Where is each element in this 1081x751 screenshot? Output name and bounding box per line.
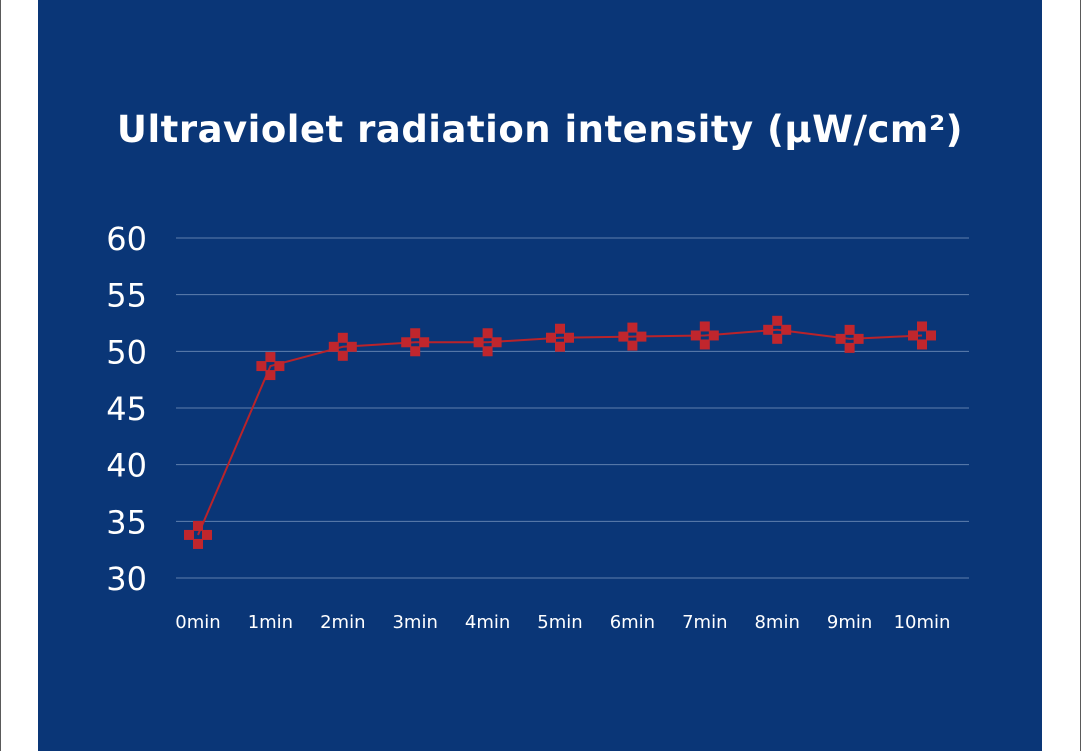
x-tick-label: 9min bbox=[827, 612, 872, 633]
x-tick-label: 3min bbox=[392, 612, 437, 633]
data-point-marker bbox=[835, 324, 864, 353]
chart-background-panel bbox=[38, 0, 1042, 751]
data-point-marker bbox=[328, 332, 357, 361]
x-tick-label: 4min bbox=[465, 612, 510, 633]
frame-left-border bbox=[0, 0, 1, 751]
x-tick-label: 1min bbox=[248, 612, 293, 633]
data-point-marker bbox=[618, 322, 647, 351]
x-tick-label: 8min bbox=[754, 612, 799, 633]
series-line bbox=[197, 328, 923, 536]
data-point-marker bbox=[546, 323, 574, 352]
y-tick-label: 35 bbox=[106, 503, 147, 541]
data-point-marker bbox=[690, 321, 719, 350]
data-point-marker bbox=[473, 328, 502, 357]
data-point-marker bbox=[401, 328, 430, 357]
y-tick-label: 40 bbox=[106, 447, 147, 485]
data-point-marker bbox=[256, 352, 285, 381]
data-point-marker bbox=[184, 520, 212, 549]
y-tick-label: 45 bbox=[106, 390, 147, 428]
data-point-marker bbox=[763, 315, 792, 344]
y-tick-label: 50 bbox=[106, 333, 147, 371]
x-tick-label: 10min bbox=[894, 612, 951, 633]
y-axis-tick-labels: 60 55 50 45 40 35 30 bbox=[106, 220, 147, 598]
grid-lines bbox=[176, 237, 969, 579]
x-tick-label: 0min bbox=[175, 612, 220, 633]
x-tick-label: 7min bbox=[682, 612, 727, 633]
x-tick-label: 6min bbox=[610, 612, 655, 633]
x-tick-label: 5min bbox=[537, 612, 582, 633]
y-tick-label: 55 bbox=[106, 277, 147, 315]
y-tick-label: 60 bbox=[106, 220, 147, 258]
chart-title: Ultraviolet radiation intensity (µW/cm²) bbox=[116, 108, 964, 151]
data-point-marker bbox=[908, 321, 936, 350]
x-tick-label: 2min bbox=[320, 612, 365, 633]
y-tick-label: 30 bbox=[106, 560, 147, 598]
series-layer bbox=[184, 315, 936, 549]
x-axis-tick-labels: 0min 1min 2min 3min 4min 5min 6min 7min 8min 9min… bbox=[175, 612, 950, 633]
